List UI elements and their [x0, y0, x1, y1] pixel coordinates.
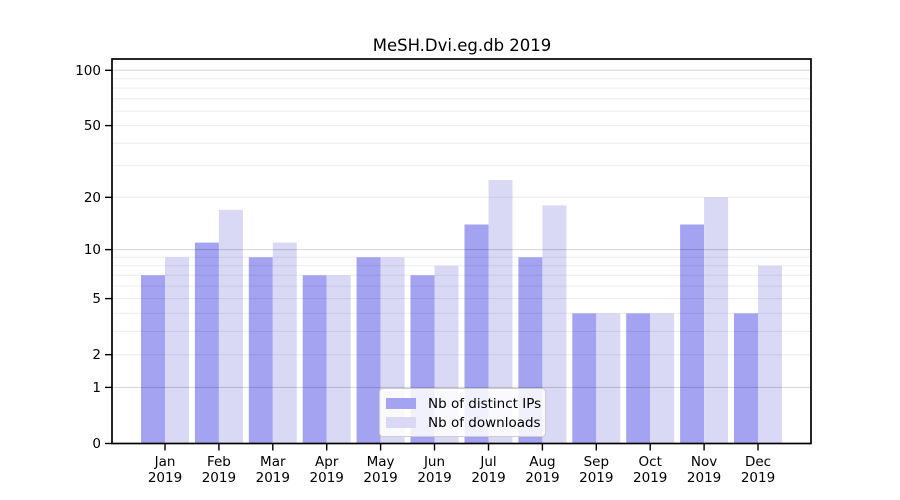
bar-downloads-feb: [218, 209, 243, 444]
x-tick-label-month-mar: Mar: [260, 454, 286, 470]
x-tick-label-year-sep: 2019: [579, 470, 613, 486]
x-tick-label-year-feb: 2019: [202, 470, 236, 486]
plot-frame: [111, 58, 812, 445]
y-axis: 0 1 2 5 10 20 50 100: [75, 63, 112, 452]
bar-downloads-oct: [650, 313, 675, 444]
bar-downloads-nov: [704, 197, 729, 444]
bar-downloads-apr: [326, 275, 351, 444]
x-tick-label-month-oct: Oct: [639, 454, 662, 470]
y-tick-label-10: 10: [84, 242, 101, 258]
bar-distinct-ips-feb: [194, 242, 219, 444]
y-tick-label-50: 50: [84, 118, 101, 134]
legend-label-distinct-ips: Nb of distinct IPs: [428, 395, 542, 412]
x-tick-label-month-may: May: [367, 454, 395, 470]
x-tick-label-year-apr: 2019: [310, 470, 344, 486]
y-tick-label-2: 2: [92, 347, 101, 363]
bar-downloads-jan: [165, 257, 189, 444]
bar-downloads-aug: [542, 205, 567, 444]
bar-distinct-ips-oct: [626, 313, 651, 444]
x-tick-label-year-jun: 2019: [417, 470, 451, 486]
legend-item-downloads: Nb of downloads: [386, 413, 545, 432]
legend-item-distinct-ips: Nb of distinct IPs: [386, 394, 545, 413]
bar-distinct-ips-may: [356, 257, 381, 444]
x-tick-label-month-feb: Feb: [207, 454, 231, 470]
x-tick-label-year-nov: 2019: [687, 470, 721, 486]
y-tick-label-1: 1: [92, 380, 101, 396]
x-tick-label-month-jun: Jun: [423, 454, 445, 470]
x-tick-label-month-nov: Nov: [691, 454, 717, 470]
bar-distinct-ips-dec: [734, 313, 758, 444]
x-tick-label-month-sep: Sep: [584, 454, 609, 470]
x-tick-label-year-dec: 2019: [741, 470, 775, 486]
x-tick-label-month-aug: Aug: [529, 454, 555, 470]
x-tick-label-year-aug: 2019: [525, 470, 559, 486]
bar-distinct-ips-apr: [302, 275, 327, 444]
x-tick-label-year-mar: 2019: [256, 470, 290, 486]
bar-downloads-dec: [758, 265, 782, 444]
legend: Nb of distinct IPs Nb of downloads: [379, 388, 546, 437]
legend-swatch-downloads: [386, 417, 416, 428]
y-tick-label-100: 100: [75, 63, 101, 79]
x-tick-label-month-dec: Dec: [745, 454, 771, 470]
y-tick-label-0: 0: [92, 436, 101, 452]
chart-title: MeSH.Dvi.eg.db 2019: [372, 36, 552, 55]
x-tick-label-year-may: 2019: [363, 470, 397, 486]
y-tick-label-20: 20: [84, 190, 101, 206]
gridlines: [112, 69, 811, 388]
legend-swatch-distinct-ips: [386, 398, 416, 409]
x-tick-label-month-apr: Apr: [315, 454, 339, 470]
x-tick-label-year-oct: 2019: [633, 470, 667, 486]
x-tick-label-month-jul: Jul: [479, 454, 496, 470]
x-tick-label-month-jan: Jan: [154, 454, 176, 470]
x-axis: Jan2019Feb2019Mar2019Apr2019May2019Jun20…: [148, 443, 775, 486]
bar-distinct-ips-mar: [248, 257, 273, 444]
bar-downloads-sep: [596, 313, 621, 444]
bar-distinct-ips-sep: [572, 313, 597, 444]
y-tick-label-5: 5: [92, 291, 101, 307]
legend-label-downloads: Nb of downloads: [428, 414, 541, 431]
x-tick-label-year-jan: 2019: [148, 470, 182, 486]
bar-downloads-mar: [272, 242, 297, 444]
bars: [141, 180, 782, 444]
bar-distinct-ips-jan: [141, 275, 165, 444]
bar-distinct-ips-nov: [680, 224, 705, 444]
x-tick-label-year-jul: 2019: [471, 470, 505, 486]
